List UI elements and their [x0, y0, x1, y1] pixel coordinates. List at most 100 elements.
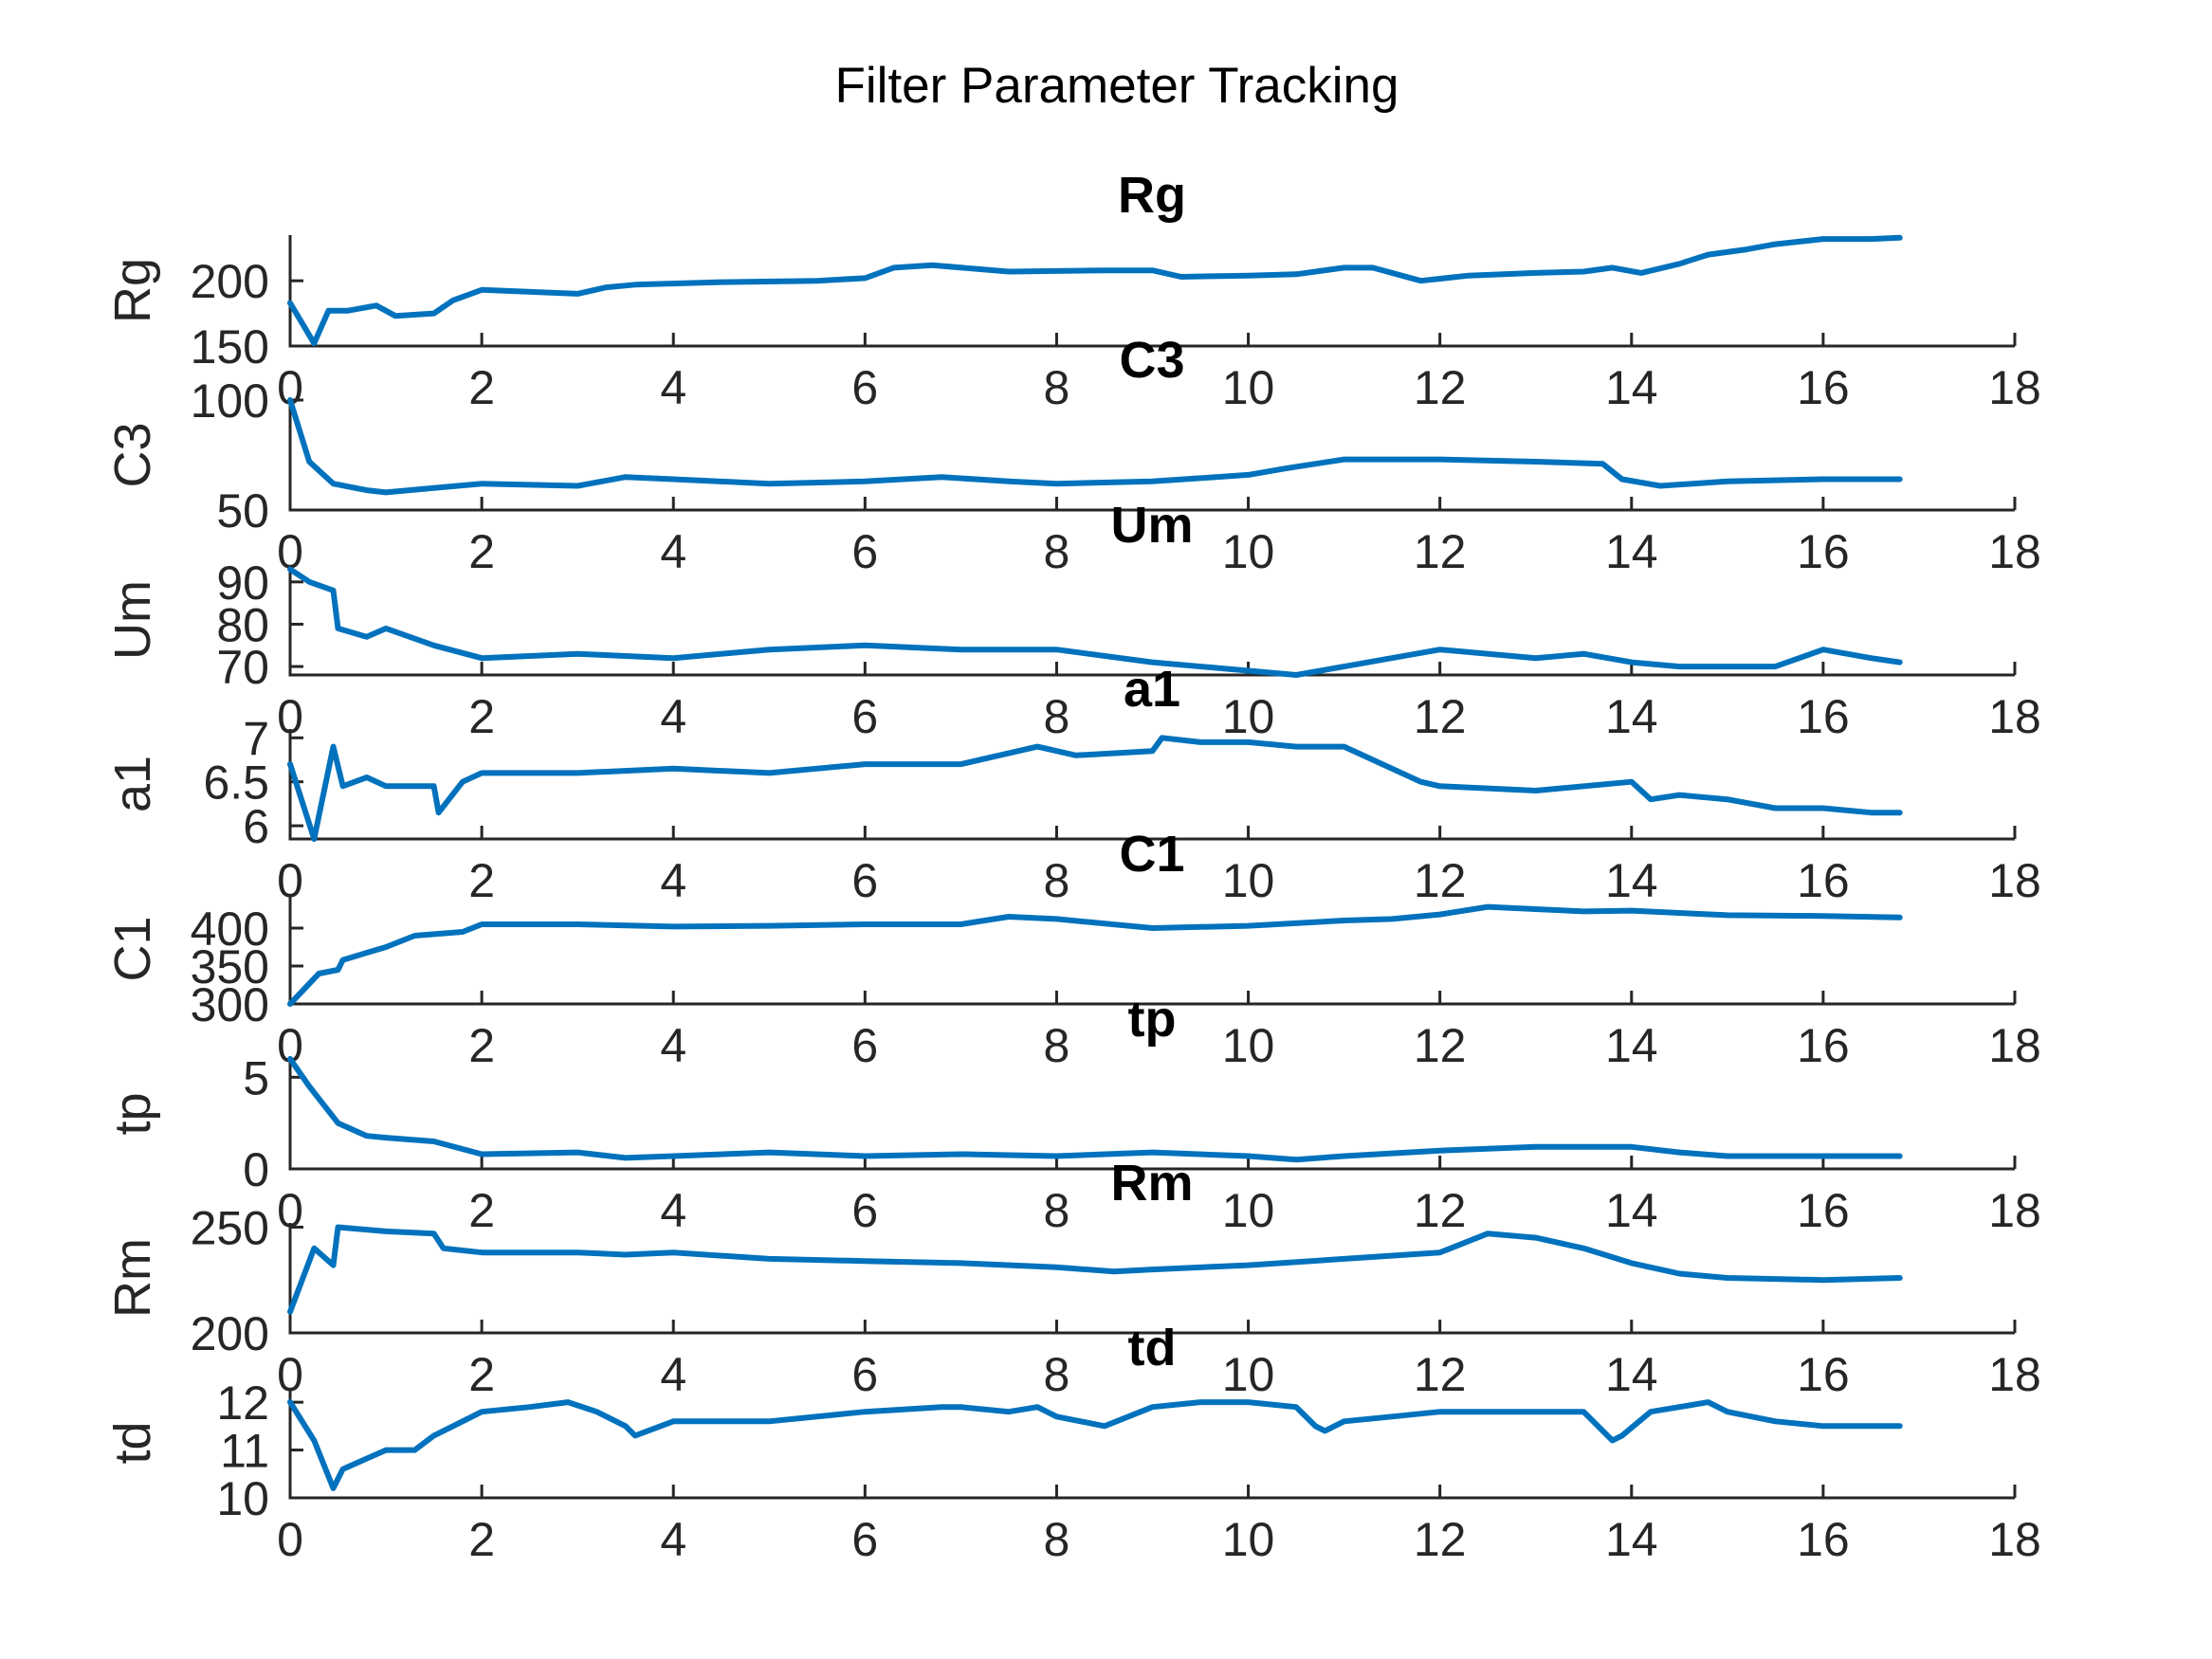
x-tick-label: 8 [1044, 1019, 1070, 1072]
subplot-title: Rg [1118, 167, 1186, 224]
x-tick-label: 12 [1414, 1184, 1467, 1237]
x-tick-label: 12 [1414, 361, 1467, 414]
x-tick-label: 14 [1605, 1019, 1658, 1072]
y-tick-label: 11 [220, 1425, 269, 1478]
x-tick-label: 16 [1797, 854, 1850, 907]
x-tick-label: 16 [1797, 1513, 1850, 1566]
figure-suptitle: Filter Parameter Tracking [835, 58, 1399, 114]
series-line-Rm [287, 1224, 1903, 1315]
x-tick-label: 14 [1605, 525, 1658, 578]
x-tick-label: 16 [1797, 1019, 1850, 1072]
subplot-title: Um [1110, 497, 1193, 554]
y-tick-label: 0 [243, 1143, 269, 1196]
subplot-title: tp [1128, 991, 1177, 1048]
x-tick-label: 2 [468, 361, 495, 414]
y-tick-label: 250 [191, 1201, 269, 1254]
x-tick-label: 2 [468, 525, 495, 578]
x-tick-label: 6 [851, 1513, 878, 1566]
x-tick-label: 12 [1414, 1513, 1467, 1566]
x-tick-label: 2 [468, 690, 495, 743]
x-tick-label: 16 [1797, 525, 1850, 578]
y-tick-label: 70 [216, 641, 269, 694]
series-line-C1 [287, 903, 1903, 1007]
x-tick-label: 10 [1222, 854, 1275, 907]
x-tick-label: 14 [1605, 1513, 1658, 1566]
x-tick-label: 16 [1797, 690, 1850, 743]
x-tick-label: 8 [1044, 690, 1070, 743]
x-tick-label: 2 [468, 854, 495, 907]
y-axis-label: C3 [104, 422, 161, 487]
y-axis-label: a1 [104, 756, 161, 812]
x-tick-label: 12 [1414, 854, 1467, 907]
series-line-Rg [287, 234, 1903, 347]
x-tick-label: 14 [1605, 1184, 1658, 1237]
x-tick-label: 8 [1044, 854, 1070, 907]
x-tick-label: 4 [660, 1348, 686, 1401]
x-tick-label: 18 [1988, 1184, 2041, 1237]
y-tick-label: 400 [191, 902, 269, 956]
x-tick-label: 4 [660, 1184, 686, 1237]
subplot-title: td [1128, 1320, 1177, 1376]
series-line-a1 [287, 735, 1903, 842]
y-tick-label: 12 [216, 1376, 269, 1430]
y-tick-label: 80 [216, 598, 269, 651]
x-tick-label: 14 [1605, 854, 1658, 907]
y-axis-label: td [104, 1421, 161, 1464]
series-line-Um [287, 566, 1903, 678]
x-tick-label: 4 [660, 1019, 686, 1072]
x-tick-label: 16 [1797, 361, 1850, 414]
x-tick-label: 4 [660, 690, 686, 743]
x-tick-label: 10 [1222, 690, 1275, 743]
series-line-C3 [287, 397, 1903, 496]
y-axis-label: tp [104, 1092, 161, 1135]
y-tick-label: 200 [191, 1307, 269, 1360]
x-tick-label: 16 [1797, 1348, 1850, 1401]
x-tick-label: 8 [1044, 525, 1070, 578]
x-tick-label: 6 [851, 525, 878, 578]
x-tick-label: 6 [851, 1348, 878, 1401]
x-tick-label: 18 [1988, 854, 2041, 907]
y-tick-label: 50 [216, 484, 269, 538]
y-tick-label: 7 [243, 712, 269, 765]
subplot-title: Rm [1110, 1155, 1193, 1212]
series-line-td [287, 1399, 1903, 1491]
y-tick-label: 350 [191, 940, 269, 994]
x-tick-label: 10 [1222, 525, 1275, 578]
x-tick-label: 18 [1988, 525, 2041, 578]
x-tick-label: 8 [1044, 1513, 1070, 1566]
x-tick-label: 10 [1222, 1184, 1275, 1237]
x-tick-label: 12 [1414, 1019, 1467, 1072]
y-axis-label: Rm [104, 1238, 161, 1318]
x-tick-label: 0 [277, 1513, 303, 1566]
x-tick-label: 2 [468, 1019, 495, 1072]
x-tick-label: 10 [1222, 1513, 1275, 1566]
x-tick-label: 12 [1414, 690, 1467, 743]
x-tick-label: 6 [851, 361, 878, 414]
x-tick-label: 2 [468, 1348, 495, 1401]
x-tick-label: 8 [1044, 1184, 1070, 1237]
subplot-title: a1 [1124, 661, 1180, 718]
y-tick-label: 5 [243, 1051, 269, 1104]
y-axis-label: Um [104, 580, 161, 660]
x-tick-label: 10 [1222, 1348, 1275, 1401]
x-tick-label: 18 [1988, 361, 2041, 414]
series-line-tp [287, 1056, 1903, 1163]
y-tick-label: 10 [216, 1472, 269, 1525]
x-tick-label: 12 [1414, 1348, 1467, 1401]
x-tick-label: 8 [1044, 361, 1070, 414]
subplot-title: C1 [1119, 826, 1184, 883]
x-tick-label: 6 [851, 854, 878, 907]
subplots: 0 2 4 6 8 10 12 14 16 18 150 200 Rg Rg 0 2 4 6 8 10 12 14 16 18… [104, 167, 2041, 1566]
y-tick-label: 200 [191, 255, 269, 308]
y-axis-label: Rg [104, 258, 161, 323]
x-tick-label: 2 [468, 1184, 495, 1237]
y-tick-label: 6 [243, 800, 269, 853]
